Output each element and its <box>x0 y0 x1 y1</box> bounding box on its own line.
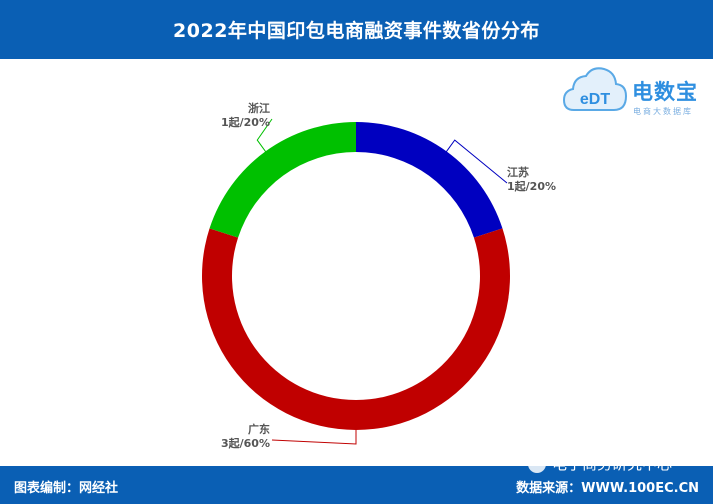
cloud-logo-icon: eDT <box>562 67 628 111</box>
leader-line-guangdong <box>271 428 357 445</box>
label-leader-lines <box>256 118 508 445</box>
slice-label-name: 江苏 <box>507 165 529 179</box>
footer-bar: 图表编制：网经社 数据来源：WWW.100EC.CN <box>0 466 713 504</box>
watermark-text: 电子商务研究中心 <box>552 455 673 473</box>
logo-icon-text: eDT <box>580 91 610 108</box>
slice-label-guangdong: 广东 3起/60% <box>221 422 270 450</box>
donut-slices <box>202 121 510 430</box>
slice-label-name: 浙江 <box>248 101 270 115</box>
donut-slice-guangdong <box>202 228 510 430</box>
donut-slice-jiangsu <box>356 122 503 238</box>
wechat-icon <box>528 454 546 473</box>
slice-label-zhejiang: 浙江 1起/20% <box>221 101 270 129</box>
slice-label-jiangsu: 江苏 1起/20% <box>507 165 556 193</box>
slice-label-value: 1起/20% <box>507 179 556 193</box>
footer-credit: 图表编制：网经社 <box>14 481 119 496</box>
chart-title-bar: 2022年中国印包电商融资事件数省份分布 <box>0 0 713 59</box>
logo-name: 电数宝 <box>632 80 698 104</box>
slice-label-name: 广东 <box>248 422 270 436</box>
chart-title: 2022年中国印包电商融资事件数省份分布 <box>173 20 540 42</box>
edt-logo: eDT 电数宝 电商大数据库 <box>562 64 710 120</box>
donut-slice-zhejiang <box>209 121 356 238</box>
footer-source: 数据来源：WWW.100EC.CN <box>516 481 699 496</box>
leader-line-jiangsu <box>444 139 508 184</box>
wechat-watermark: 电子商务研究中心 <box>528 453 672 474</box>
slice-label-value: 3起/60% <box>221 436 270 450</box>
logo-subtitle: 电商大数据库 <box>633 107 693 116</box>
slice-label-value: 1起/20% <box>221 115 270 129</box>
leader-line-zhejiang <box>256 118 273 154</box>
donut-chart: 江苏 1起/20% 广东 3起/60% 浙江 1起/20% <box>202 101 556 450</box>
